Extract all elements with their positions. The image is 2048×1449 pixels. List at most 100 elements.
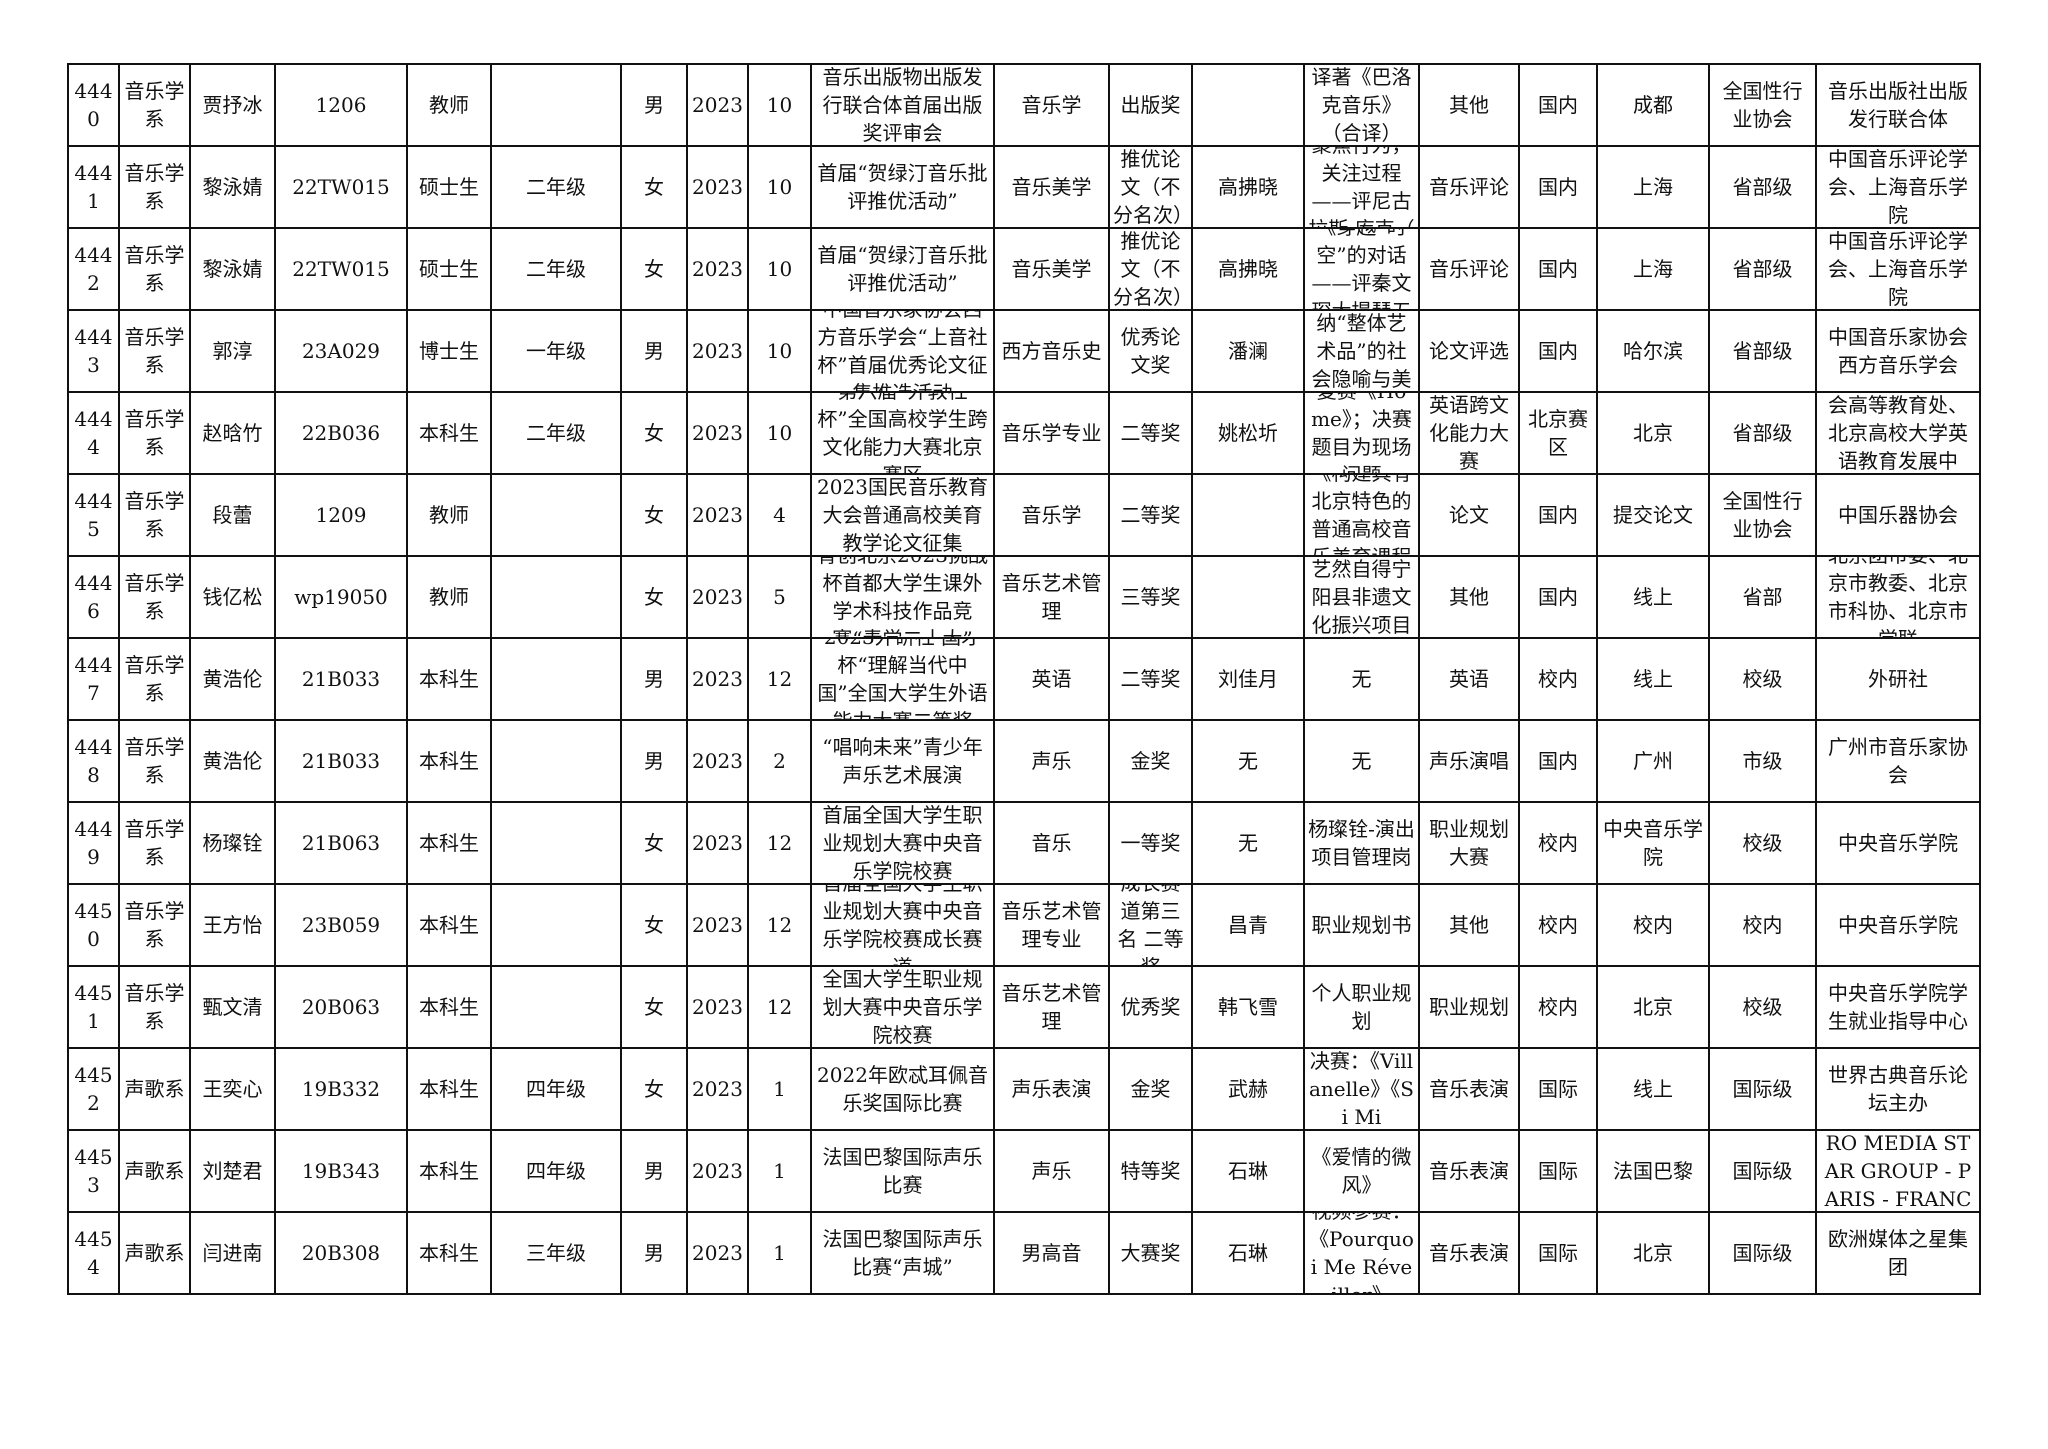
cell-category: 其他: [1418, 883, 1520, 967]
cell-text: 10: [766, 339, 793, 363]
cell-major: 音乐艺术管理专业: [993, 883, 1110, 967]
cell-award: 推优论文（不分名次）: [1108, 145, 1193, 229]
cell-grade: [490, 965, 622, 1049]
cell-level: 校级: [1708, 801, 1817, 885]
cell-text: 音乐学系: [124, 735, 185, 787]
cell-text: 无: [1351, 749, 1372, 773]
cell-location: 上海: [1596, 227, 1710, 311]
cell-location: 北京: [1596, 1211, 1710, 1295]
cell-competition: 首届全国大学生职业规划大赛中央音乐学院校赛成长赛道: [810, 883, 995, 967]
cell-text: 10: [766, 93, 793, 117]
cell-gender: 女: [620, 1047, 688, 1131]
cell-text: 2023: [692, 257, 743, 281]
cell-text: 女: [644, 831, 664, 855]
cell-work-title: 译著《巴洛克音乐》（合译）: [1303, 63, 1420, 147]
cell-text: 本科生: [419, 995, 479, 1019]
cell-text: 决赛：《Villanelle》《Si Mi: [1309, 1049, 1414, 1129]
cell-location: 线上: [1596, 1047, 1710, 1131]
cell-text: 音乐学系: [124, 817, 185, 869]
cell-text: 闫进南: [202, 1241, 263, 1265]
cell-text: 推优论文（不分名次）: [1113, 229, 1191, 309]
cell-text: 国际: [1538, 1241, 1578, 1265]
cell-text: 姚松圻: [1218, 421, 1278, 445]
cell-text: 22TW015: [292, 257, 390, 281]
cell-organizer: 外研社: [1815, 637, 1981, 721]
cell-gender: 男: [620, 637, 688, 721]
cell-location: 线上: [1596, 637, 1710, 721]
cell-text: 2023: [692, 339, 743, 363]
cell-department: 音乐学系: [118, 63, 191, 147]
cell-grade: [490, 883, 622, 967]
cell-row-number: 4445: [67, 473, 120, 557]
cell-category: 其他: [1418, 63, 1520, 147]
cell-text: 国内: [1538, 503, 1578, 527]
cell-text: 潘澜: [1228, 339, 1268, 363]
cell-text: 1209: [315, 503, 367, 527]
cell-gender: 女: [620, 145, 688, 229]
cell-gender: 男: [620, 719, 688, 803]
cell-text: 音乐出版社出版发行联合体: [1828, 79, 1968, 131]
cell-row-number: 4441: [67, 145, 120, 229]
cell-text: 省部级: [1732, 421, 1793, 445]
cell-organizer: 欧洲媒体之星集团: [1815, 1211, 1981, 1295]
cell-text: 省部: [1742, 585, 1783, 609]
cell-text: 北京: [1633, 1241, 1673, 1265]
cell-text: 男: [644, 339, 664, 363]
cell-text: 石琳: [1228, 1159, 1268, 1183]
cell-text: 10: [766, 175, 793, 199]
cell-text: 上海: [1633, 257, 1673, 281]
cell-text: 黎泳婧: [202, 257, 263, 281]
cell-text: 女: [644, 175, 664, 199]
cell-location: 校内: [1596, 883, 1710, 967]
cell-name: 闫进南: [189, 1211, 276, 1295]
cell-text: 金奖: [1130, 1077, 1171, 1101]
cell-identity: 本科生: [406, 883, 492, 967]
cell-year: 2023: [686, 1211, 749, 1295]
cell-text: 王方怡: [202, 913, 263, 937]
cell-competition: 法国巴黎国际声乐比赛: [810, 1129, 995, 1213]
cell-category: 音乐评论: [1418, 145, 1520, 229]
cell-competition: 全国大学生职业规划大赛中央音乐学院校赛: [810, 965, 995, 1049]
cell-category: 声乐演唱: [1418, 719, 1520, 803]
cell-text: 2023: [692, 1241, 743, 1265]
cell-text: 2023: [692, 831, 743, 855]
cell-scope: 校内: [1518, 637, 1598, 721]
cell-text: 甄文清: [202, 995, 263, 1019]
cell-category: 论文: [1418, 473, 1520, 557]
cell-advisor: 高拂晓: [1191, 227, 1305, 311]
cell-text: 2022年欧忒耳佩音乐奖国际比赛: [817, 1063, 988, 1115]
cell-competition: 音乐出版物出版发行联合体首届出版奖评审会: [810, 63, 995, 147]
cell-name: 黄浩伦: [189, 637, 276, 721]
cell-text: 国内: [1538, 749, 1578, 773]
cell-id: 20B308: [274, 1211, 408, 1295]
cell-text: 教师: [429, 585, 469, 609]
cell-text: 19B343: [301, 1159, 381, 1183]
cell-text: 4449: [74, 817, 113, 869]
cell-category: 音乐评论: [1418, 227, 1520, 311]
cell-text: 职业规划: [1429, 995, 1509, 1019]
cell-category: 其他: [1418, 555, 1520, 639]
cell-text: 西方音乐史: [1001, 339, 1102, 363]
cell-advisor: 石琳: [1191, 1129, 1305, 1213]
cell-major: 男高音: [993, 1211, 1110, 1295]
cell-text: 男: [644, 1241, 664, 1265]
cell-identity: 本科生: [406, 719, 492, 803]
cell-scope: 国际: [1518, 1211, 1598, 1295]
cell-text: 22TW015: [292, 175, 390, 199]
cell-gender: 女: [620, 883, 688, 967]
table-row: 4442 音乐学系 黎泳婧 22TW015 硕士生 二年级 女 2023 10 首届“贺绿汀音乐批…: [67, 227, 1981, 311]
cell-text: 20B063: [301, 995, 381, 1019]
cell-text: 本科生: [419, 421, 479, 445]
cell-text: 2023: [692, 421, 743, 445]
cell-text: 声乐演唱: [1429, 749, 1509, 773]
cell-text: 4452: [74, 1063, 113, 1115]
cell-text: 出版奖: [1120, 93, 1181, 117]
cell-major: 声乐: [993, 719, 1110, 803]
cell-text: 12: [766, 831, 793, 855]
cell-id: 21B033: [274, 719, 408, 803]
cell-scope: 国内: [1518, 719, 1598, 803]
cell-text: 女: [644, 995, 664, 1019]
cell-advisor: [1191, 63, 1305, 147]
cell-department: 音乐学系: [118, 473, 191, 557]
